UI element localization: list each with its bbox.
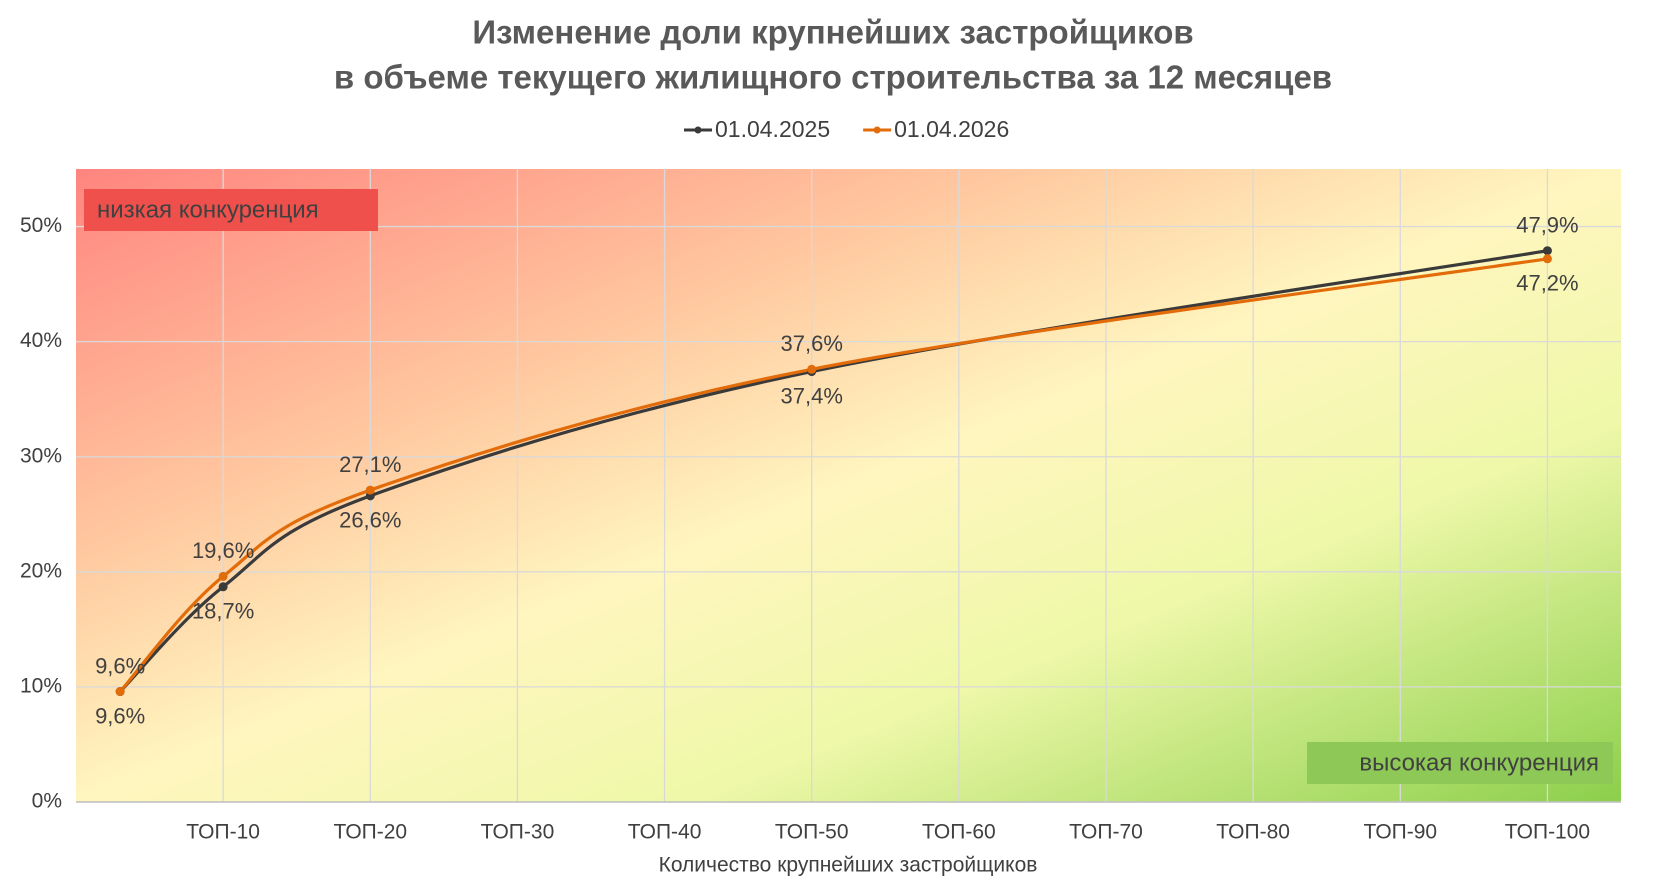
- data-label: 37,6%: [781, 331, 843, 356]
- data-point: [1542, 246, 1552, 256]
- x-tick-label: ТОП-60: [922, 821, 996, 844]
- y-tick-label: 10%: [20, 674, 62, 697]
- data-point: [365, 485, 375, 495]
- y-tick-label: 40%: [20, 329, 62, 352]
- data-label: 47,9%: [1516, 213, 1578, 238]
- y-tick-label: 20%: [20, 559, 62, 582]
- data-point: [807, 364, 817, 374]
- x-axis-label: Количество крупнейших застройщиков: [659, 854, 1038, 877]
- plot-background: [76, 169, 1621, 802]
- data-label: 18,7%: [192, 599, 254, 624]
- annotation-box: [1307, 742, 1613, 784]
- chart-title: Изменение доли крупнейших застройщиков: [472, 14, 1193, 51]
- data-label: 27,1%: [339, 452, 401, 477]
- legend-label: 01.04.2025: [715, 116, 830, 142]
- x-tick-label: ТОП-70: [1069, 821, 1143, 844]
- x-tick-label: ТОП-100: [1505, 821, 1590, 844]
- data-label: 9,6%: [95, 653, 145, 678]
- legend-marker: [873, 126, 881, 134]
- data-label: 19,6%: [192, 538, 254, 563]
- legend-label: 01.04.2026: [894, 116, 1009, 142]
- data-point: [1542, 254, 1552, 264]
- y-tick-label: 50%: [20, 214, 62, 237]
- data-point: [115, 687, 125, 697]
- x-tick-label: ТОП-40: [628, 821, 702, 844]
- annotation: высокая конкуренция: [1359, 749, 1599, 776]
- data-label: 47,2%: [1516, 271, 1578, 296]
- x-tick-label: ТОП-10: [186, 821, 260, 844]
- x-tick-label: ТОП-50: [775, 821, 849, 844]
- x-tick-label: ТОП-30: [481, 821, 555, 844]
- annotation: низкая конкуренция: [97, 196, 319, 223]
- data-point: [218, 582, 228, 592]
- data-label: 37,4%: [781, 383, 843, 408]
- x-tick-label: ТОП-80: [1216, 821, 1290, 844]
- x-tick-label: ТОП-90: [1363, 821, 1437, 844]
- chart-title: в объеме текущего жилищного строительств…: [334, 59, 1332, 96]
- data-label: 9,6%: [95, 703, 145, 728]
- x-tick-label: ТОП-20: [333, 821, 407, 844]
- data-point: [218, 571, 228, 581]
- data-label: 26,6%: [339, 508, 401, 533]
- y-tick-label: 30%: [20, 444, 62, 467]
- annotation-box: [84, 189, 378, 231]
- y-tick-label: 0%: [32, 790, 62, 813]
- legend-marker: [694, 126, 702, 134]
